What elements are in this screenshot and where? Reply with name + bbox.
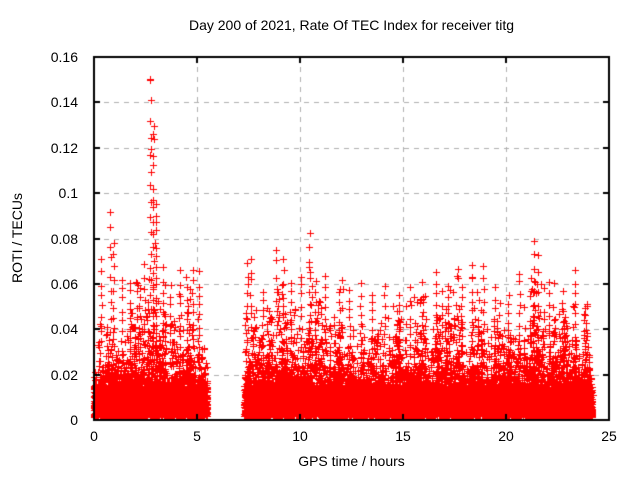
x-tick-label: 20 bbox=[498, 428, 514, 444]
x-tick-label: 10 bbox=[292, 428, 308, 444]
y-tick-label: 0 bbox=[70, 412, 78, 428]
x-tick-label: 5 bbox=[193, 428, 201, 444]
chart-title: Day 200 of 2021, Rate Of TEC Index for r… bbox=[188, 17, 514, 33]
x-axis-label: GPS time / hours bbox=[298, 453, 405, 469]
y-tick-label: 0.04 bbox=[50, 321, 78, 338]
y-tick-label: 0.08 bbox=[50, 230, 78, 247]
x-tick-label: 0 bbox=[90, 428, 98, 444]
y-tick-label: 0.1 bbox=[58, 185, 78, 202]
y-tick-label: 0.06 bbox=[50, 275, 78, 292]
y-tick-label: 0.14 bbox=[50, 94, 78, 111]
x-tick-label: 25 bbox=[601, 428, 617, 444]
y-tick-label: 0.12 bbox=[50, 139, 78, 156]
x-tick-label: 15 bbox=[395, 428, 411, 444]
y-tick-label: 0.02 bbox=[50, 366, 78, 383]
y-tick-label: 0.16 bbox=[50, 49, 78, 65]
